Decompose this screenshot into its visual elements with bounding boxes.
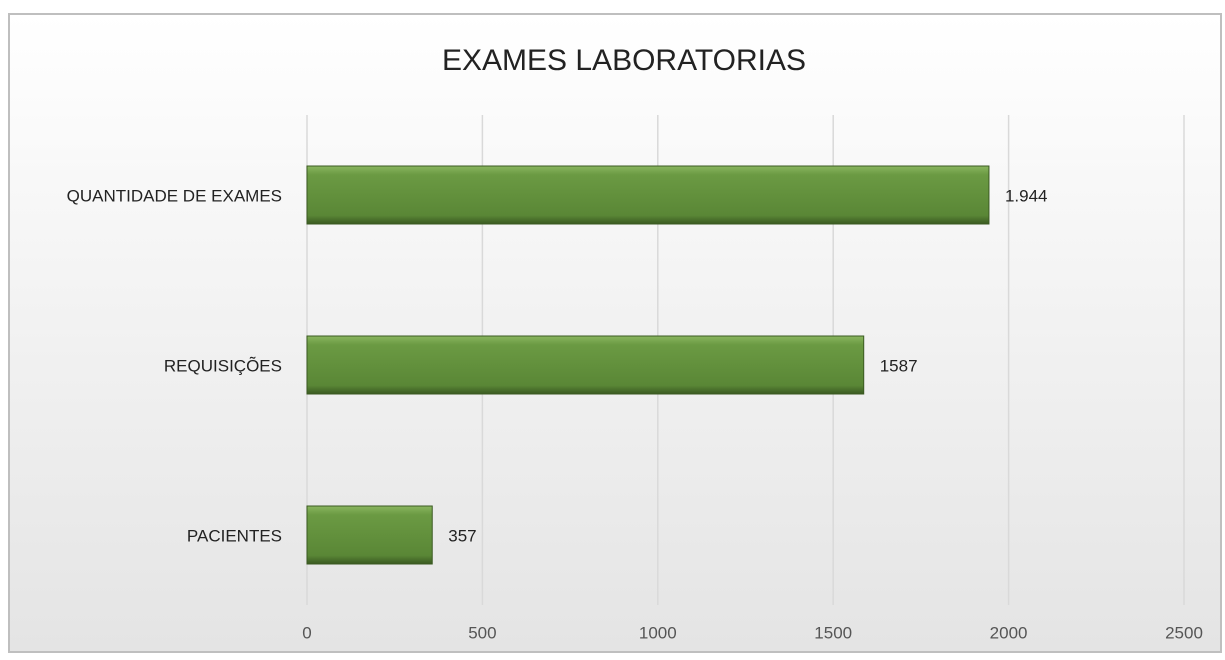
x-tick-label: 1000 — [639, 623, 677, 642]
chart-frame — [8, 13, 1222, 653]
bar — [306, 165, 990, 225]
y-tick-label: QUANTIDADE DE EXAMES — [67, 186, 282, 205]
value-label: 1.944 — [1005, 186, 1048, 205]
bar — [306, 335, 865, 395]
x-tick-label: 2000 — [990, 623, 1028, 642]
x-tick-label: 2500 — [1165, 623, 1203, 642]
value-label: 357 — [448, 526, 476, 545]
x-tick-label: 0 — [302, 623, 311, 642]
y-tick-label: PACIENTES — [187, 526, 282, 545]
chart-title: EXAMES LABORATORIAS — [442, 44, 806, 77]
y-tick-label: REQUISIÇÕES — [164, 356, 282, 375]
bar — [306, 505, 433, 565]
x-tick-label: 500 — [468, 623, 496, 642]
value-label: 1587 — [880, 356, 918, 375]
x-tick-label: 1500 — [814, 623, 852, 642]
